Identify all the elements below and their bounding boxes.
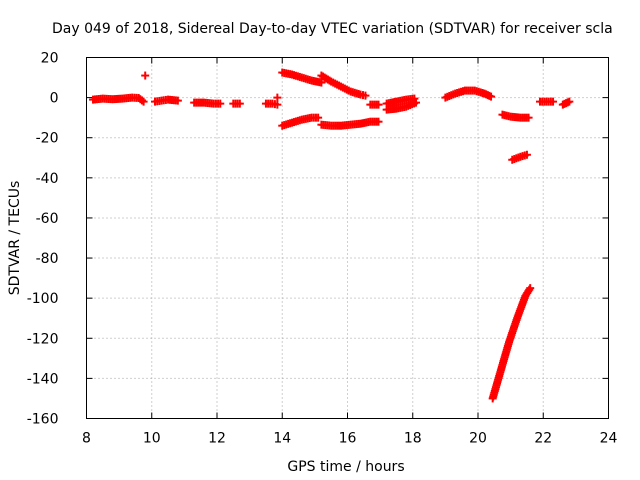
data-point <box>524 113 533 122</box>
data-point <box>549 97 558 106</box>
data-point <box>314 113 323 122</box>
y-axis-label: SDTVAR / TECUs <box>7 181 23 296</box>
x-tick-label: 16 <box>339 431 357 447</box>
y-tick-label: -120 <box>27 331 59 347</box>
x-tick-label: 8 <box>82 431 91 447</box>
x-tick-label: 24 <box>600 431 618 447</box>
x-tick-label: 18 <box>404 431 422 447</box>
y-tick-label: -80 <box>36 251 59 267</box>
data-point <box>235 99 244 108</box>
data-point <box>412 98 421 107</box>
data-point <box>487 92 496 101</box>
y-tick-label: -40 <box>36 171 59 187</box>
x-tick-label: 22 <box>534 431 552 447</box>
ticks: 8 10 12 14 16 18 20 22 24 -160 -140 -120 -100 -80 -60 -… <box>27 51 618 447</box>
data-point <box>273 100 282 109</box>
data-point <box>361 91 370 100</box>
plot-frame <box>86 57 609 419</box>
data-point <box>526 284 535 293</box>
y-tick-label: -140 <box>27 371 59 387</box>
data-point <box>374 117 383 126</box>
data-point-fill <box>137 96 146 105</box>
data-point <box>374 100 383 109</box>
x-tick-label: 14 <box>273 431 291 447</box>
data-point <box>216 99 225 108</box>
data-points <box>89 68 574 403</box>
chart-title: Day 049 of 2018, Sidereal Day-to-day VTE… <box>52 21 613 37</box>
data-point <box>565 97 574 106</box>
x-axis-label: GPS time / hours <box>287 459 404 475</box>
data-point <box>522 150 531 159</box>
y-tick-label: -100 <box>27 291 59 307</box>
x-tick-label: 10 <box>143 431 161 447</box>
y-tick-label: 20 <box>41 51 59 67</box>
x-tick-label: 12 <box>208 431 226 447</box>
y-tick-label: -20 <box>36 131 59 147</box>
data-point <box>317 78 326 87</box>
data-point <box>273 93 282 102</box>
data-point <box>141 71 150 80</box>
y-tick-label: 0 <box>50 91 59 107</box>
data-point <box>173 96 182 105</box>
data-point <box>139 97 148 106</box>
y-tick-label: -60 <box>36 211 59 227</box>
grid <box>86 57 609 419</box>
y-tick-label: -160 <box>27 412 59 428</box>
x-tick-label: 20 <box>469 431 487 447</box>
